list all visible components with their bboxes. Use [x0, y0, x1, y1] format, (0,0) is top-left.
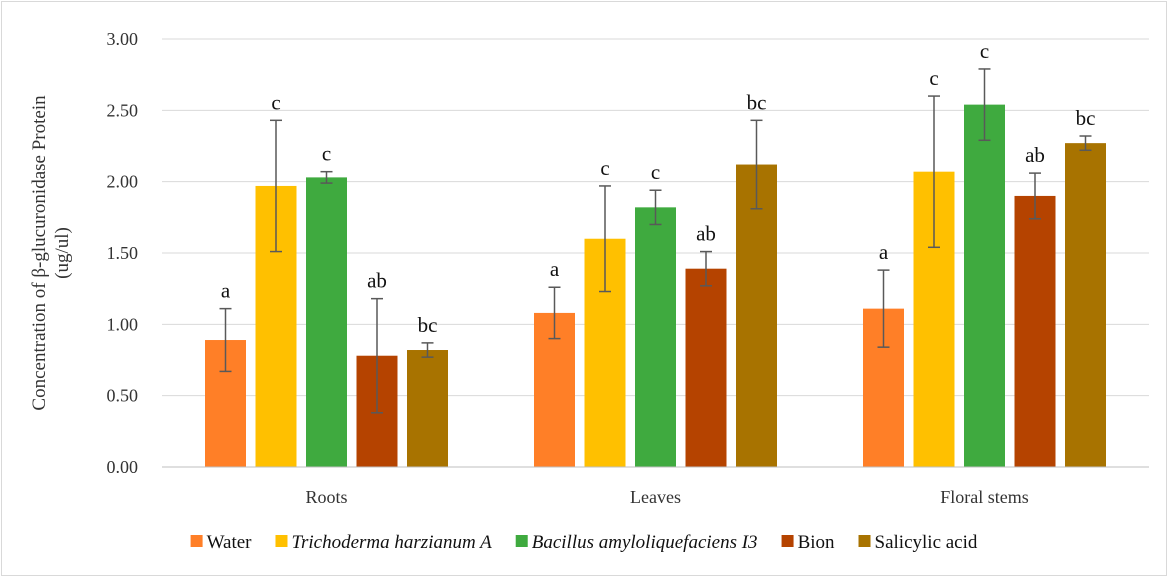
legend-item: Water [190, 532, 253, 553]
legend-swatch [190, 535, 203, 547]
legend-item: Salicylic acid [858, 532, 978, 553]
x-category-label: Roots [305, 487, 347, 507]
legend-item: Bacillus amyloliquefaciens I3 [515, 532, 758, 553]
y-tick-label: 0.00 [107, 457, 139, 477]
error-bars [219, 68, 1092, 414]
data-label: c [271, 90, 280, 114]
bar [736, 164, 777, 467]
y-axis-label-line-2: (ug/ul) [52, 227, 73, 279]
data-label: c [651, 160, 660, 184]
legend-swatch [515, 535, 528, 547]
y-axis-label-line-1: Concentration of β-glucuronidase Protein [29, 95, 50, 411]
data-label: ab [696, 222, 716, 246]
bar [407, 350, 448, 467]
data-label: ab [1025, 143, 1045, 167]
legend-label: Trichoderma harzianum A [291, 532, 492, 553]
legend-label: Water [207, 532, 253, 553]
data-label: c [600, 156, 609, 180]
data-label: c [322, 142, 331, 166]
legend-item: Trichoderma harzianum A [275, 532, 492, 553]
legend-label: Bacillus amyloliquefaciens I3 [532, 532, 758, 553]
data-label: a [879, 240, 889, 264]
y-tick-label: 3.00 [107, 29, 139, 49]
bar [306, 177, 347, 468]
legend-swatch [781, 535, 794, 547]
bar [685, 268, 727, 467]
data-label: ab [367, 269, 387, 293]
x-category-label: Leaves [630, 487, 681, 507]
legend-swatch [275, 535, 288, 547]
bar [964, 104, 1005, 468]
legend-label: Salicylic acid [875, 532, 978, 553]
bar [635, 207, 676, 467]
y-tick-label: 2.50 [107, 100, 139, 120]
data-label: bc [1076, 106, 1096, 130]
y-axis-label: Concentration of β-glucuronidase Protein… [29, 95, 73, 411]
data-label: c [980, 39, 989, 63]
y-tick-label: 2.00 [107, 172, 139, 192]
x-category-label: Floral stems [940, 487, 1029, 507]
x-axis: Roots Leaves Floral stems [162, 466, 1149, 507]
data-label: bc [418, 313, 438, 337]
y-tick-label: 0.50 [107, 386, 139, 406]
legend-label: Bion [798, 532, 835, 553]
data-label: c [929, 66, 938, 90]
data-labels: a c c ab bc a c c ab bc a c c ab bc [221, 39, 1096, 337]
legend-swatch [858, 535, 871, 547]
bars [205, 104, 1106, 468]
y-tick-label: 1.50 [107, 243, 139, 263]
data-label: bc [747, 90, 767, 114]
legend: Water Trichoderma harzianum A Bacillus amy… [190, 532, 978, 553]
data-label: a [221, 279, 231, 303]
y-tick-label: 1.00 [107, 314, 139, 334]
legend-item: Bion [781, 532, 835, 553]
bar [1065, 143, 1106, 467]
y-axis: 0.00 0.50 1.00 1.50 2.00 2.50 3.00 [107, 29, 139, 477]
data-label: a [550, 257, 560, 281]
bar [1014, 195, 1056, 467]
